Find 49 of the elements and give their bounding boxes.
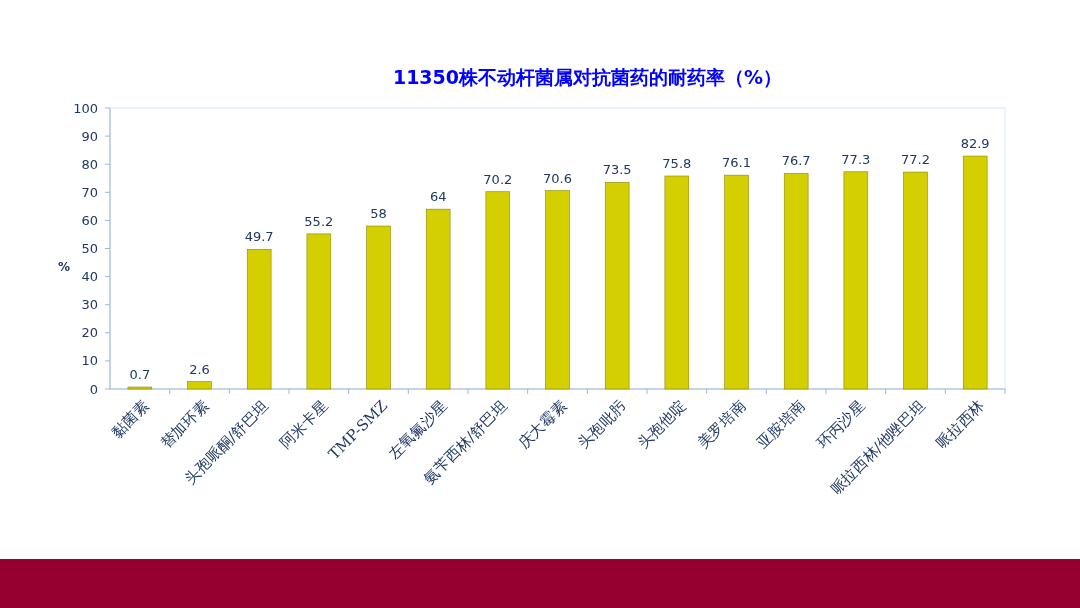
data-label: 76.7 xyxy=(781,153,811,169)
y-tick-label: 60 xyxy=(81,212,98,228)
data-label: 76.1 xyxy=(722,155,751,171)
data-label: 77.2 xyxy=(901,152,930,168)
data-label: 49.7 xyxy=(244,229,274,245)
x-tick-label: 头孢他啶 xyxy=(634,396,690,452)
y-tick-label: 80 xyxy=(81,156,98,172)
y-tick-label: 70 xyxy=(81,184,98,200)
bar xyxy=(545,190,570,390)
y-tick-label: 100 xyxy=(73,100,98,116)
data-label: 82.9 xyxy=(960,136,990,152)
bar xyxy=(724,174,749,390)
x-tick-label: 美罗培南 xyxy=(693,396,750,452)
data-label: 70.6 xyxy=(543,170,572,186)
data-label: 58 xyxy=(370,206,387,222)
data-label: 64 xyxy=(429,189,447,205)
bar xyxy=(903,171,928,390)
y-tick-label: 30 xyxy=(81,297,98,313)
y-tick-label: 20 xyxy=(81,325,98,341)
data-label: 2.6 xyxy=(189,361,210,377)
data-label: 0.7 xyxy=(129,367,151,383)
data-label: 55.2 xyxy=(304,213,334,229)
x-tick-label: 头孢吡肟 xyxy=(574,396,630,452)
data-label: 77.3 xyxy=(841,151,871,167)
data-label: 70.2 xyxy=(483,171,513,187)
bar xyxy=(187,381,212,390)
bar xyxy=(962,155,988,390)
y-tick-label: 0 xyxy=(89,381,98,397)
bar xyxy=(664,175,690,390)
x-tick-label: 亚胺培南 xyxy=(753,396,809,452)
data-label: 75.8 xyxy=(662,156,692,171)
data-label: 73.5 xyxy=(602,162,632,178)
bar xyxy=(485,191,511,390)
y-axis-title: % xyxy=(57,259,71,274)
x-tick-label: 哌拉西林 xyxy=(932,396,988,452)
chart-title: 11350株不动杆菌属对抗菌药的耐药率（%） xyxy=(392,66,783,88)
x-tick-label: 庆大霉素 xyxy=(514,396,571,452)
bar xyxy=(843,171,869,390)
bar xyxy=(604,182,630,390)
y-tick-label: 90 xyxy=(81,128,98,144)
bar xyxy=(425,208,451,390)
x-tick-label: 黏菌素 xyxy=(107,396,153,442)
bar xyxy=(246,249,272,390)
y-tick-label: 40 xyxy=(81,269,98,285)
bar xyxy=(366,225,391,390)
bar xyxy=(306,233,332,390)
y-tick-label: 10 xyxy=(81,353,98,369)
y-tick-label: 50 xyxy=(81,241,98,257)
bar xyxy=(783,173,809,390)
